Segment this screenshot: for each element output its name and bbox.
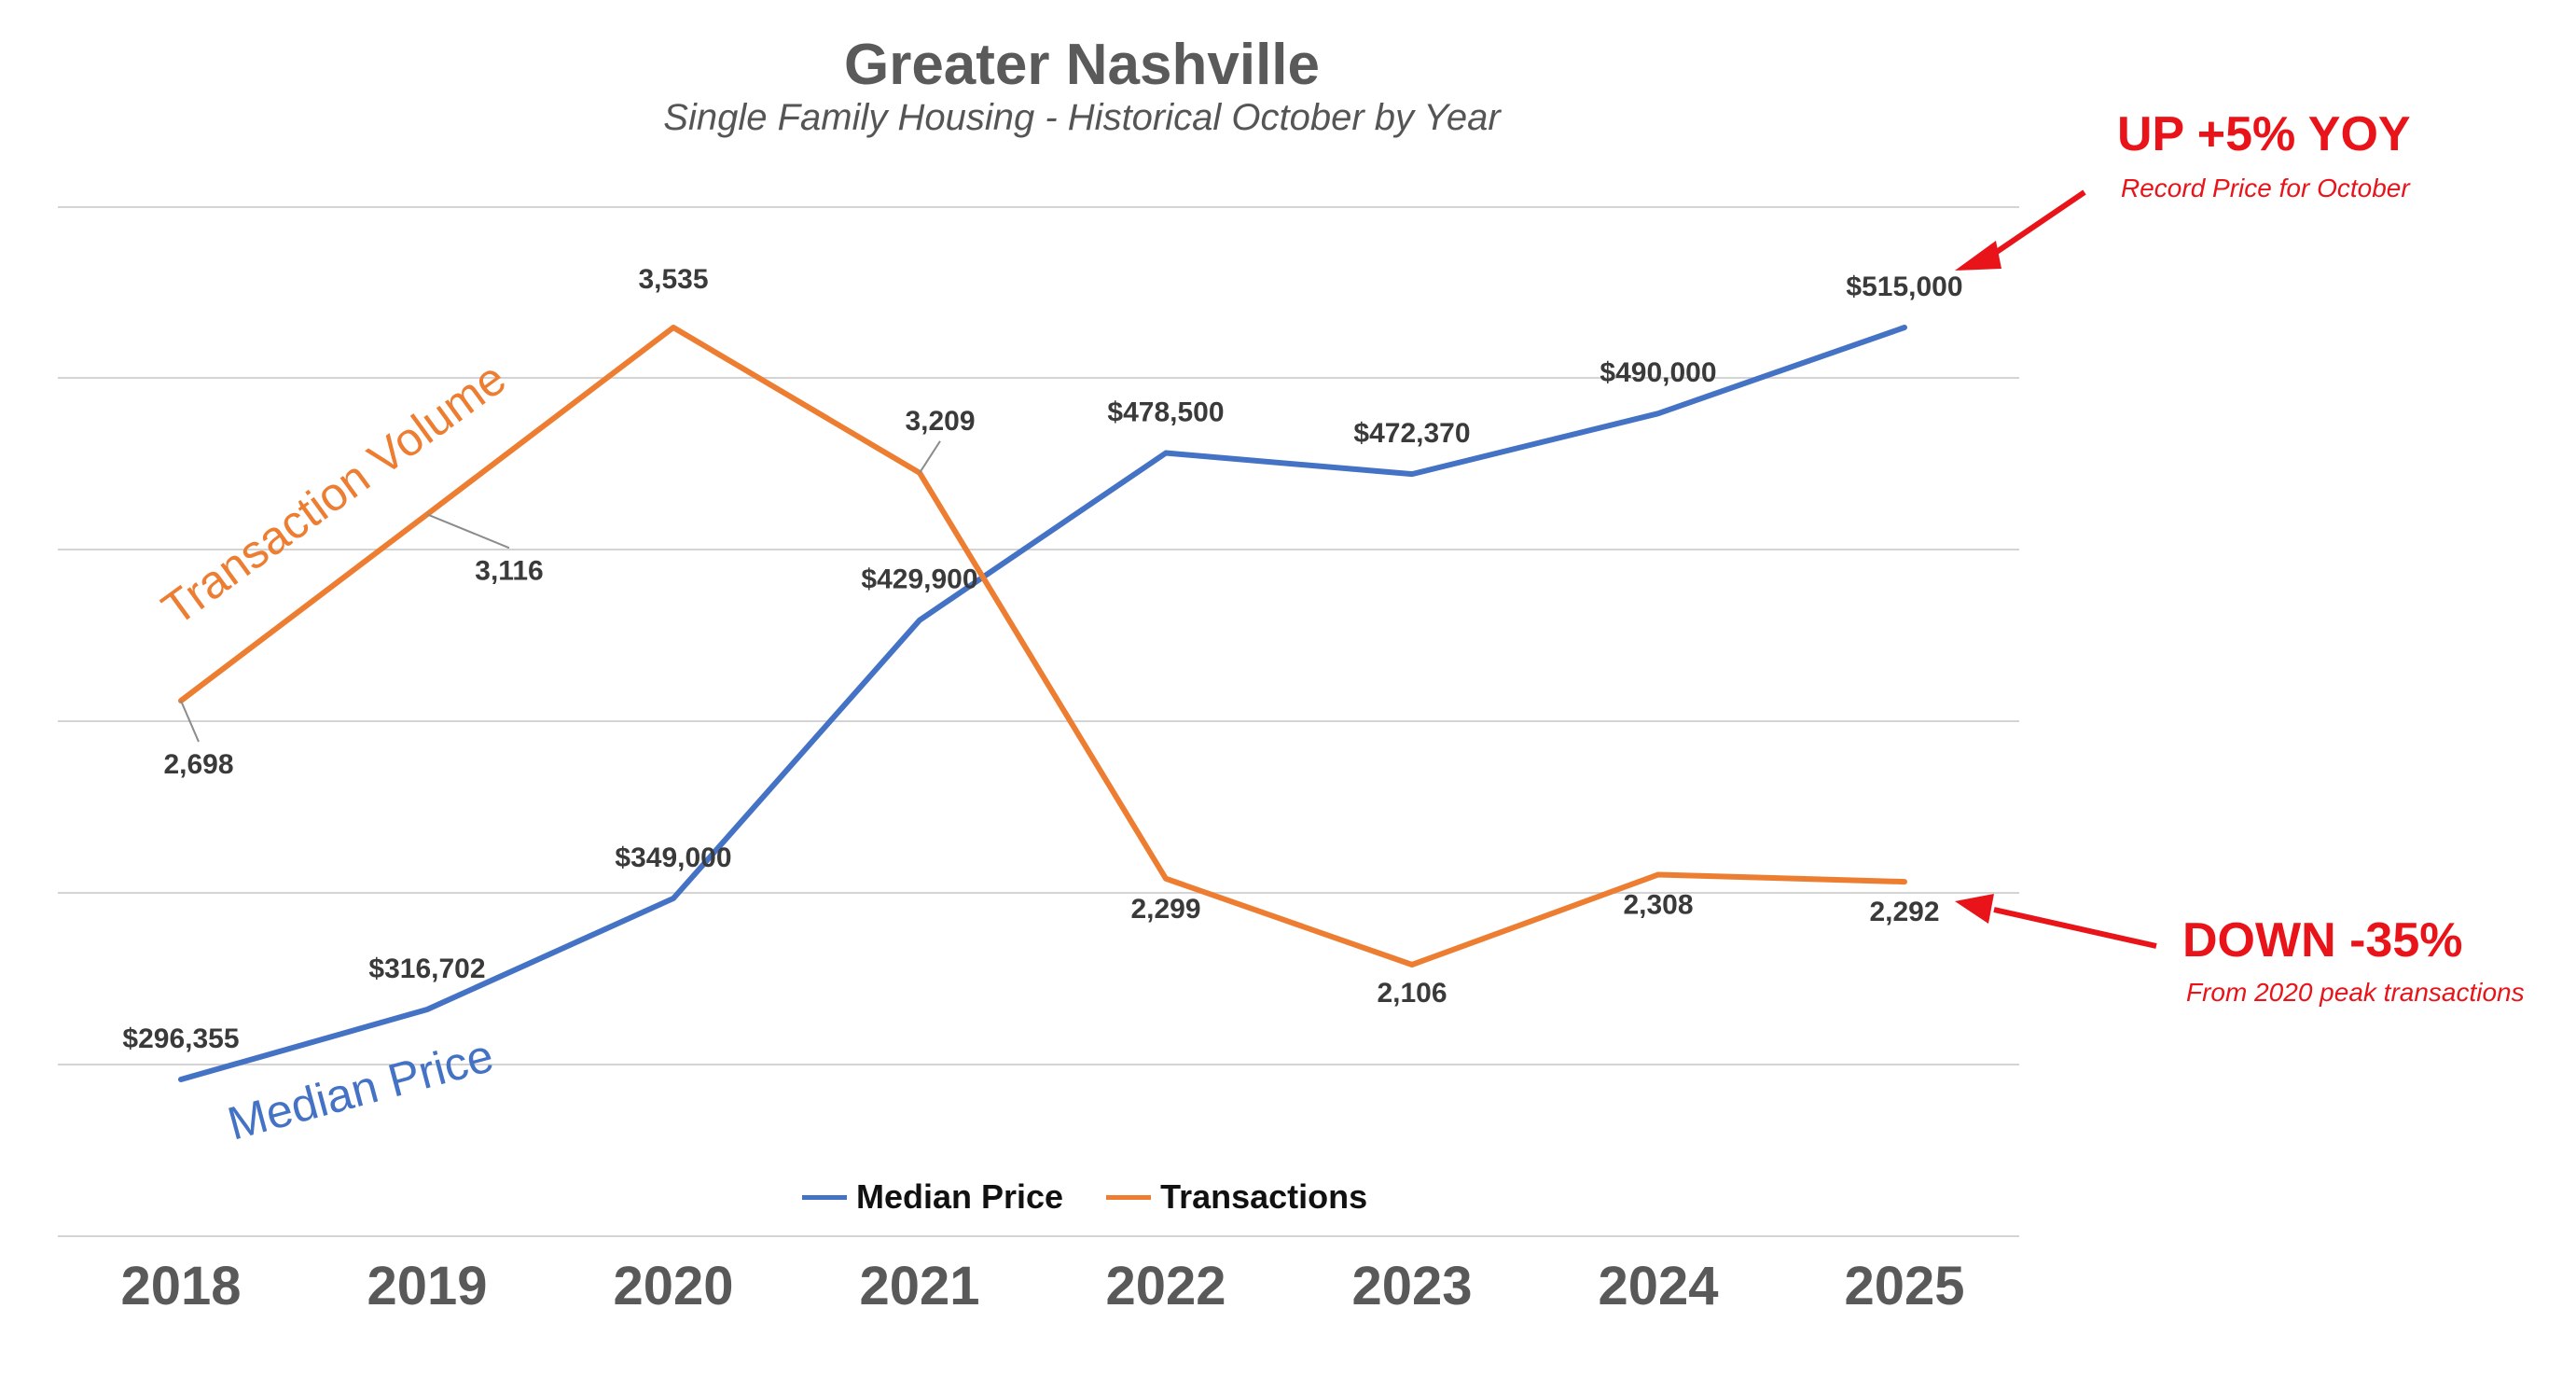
series-line-median-price — [178, 325, 1907, 1082]
series-layer — [178, 325, 1907, 1082]
legend-swatch-transactions — [1106, 1194, 1152, 1200]
chart-subtitle: Single Family Housing - Historical Octob… — [663, 97, 1501, 138]
data-label-median-price-2021: $429,900 — [861, 564, 977, 595]
legend-swatch-median-price — [802, 1194, 847, 1200]
x-tick-label-2018: 2018 — [120, 1256, 241, 1316]
gridlines — [58, 206, 2019, 1237]
x-tick-label-2020: 2020 — [613, 1256, 733, 1316]
x-axis: 2018 2019 2020 2021 2022 2023 2024 2025 — [120, 1256, 1964, 1316]
data-label-median-price-2025: $515,000 — [1846, 271, 1962, 302]
price-callout-arrow-shaft — [1987, 189, 2086, 260]
x-tick-label-2024: 2024 — [1598, 1256, 1718, 1316]
data-label-median-price-2022: $478,500 — [1107, 397, 1224, 428]
volume-callout-arrow-shaft — [1993, 907, 2157, 949]
data-label-transactions-2022: 2,299 — [1130, 894, 1200, 925]
callout-arrows — [1955, 189, 2157, 949]
x-tick-label-2023: 2023 — [1351, 1256, 1472, 1316]
x-tick-label-2019: 2019 — [367, 1256, 487, 1316]
volume-callout-headline: DOWN -35% — [2182, 913, 2463, 967]
inline-label-median-price: Median Price — [222, 1029, 498, 1150]
data-label-median-price-2019: $316,702 — [368, 954, 485, 984]
volume-callout-arrow-head — [1955, 894, 1994, 924]
data-label-transactions-2021: 3,209 — [905, 406, 975, 437]
leader-line-transactions-2019 — [426, 513, 510, 550]
data-label-median-price-2018: $296,355 — [122, 1023, 239, 1054]
x-tick-label-2022: 2022 — [1105, 1256, 1226, 1316]
inline-label-transaction-volume: Transaction Volume — [153, 352, 516, 635]
data-label-median-price-2023: $472,370 — [1353, 418, 1470, 449]
price-callout-arrow-head — [1955, 241, 2001, 271]
data-label-transactions-2019: 3,116 — [475, 555, 543, 586]
price-callout-headline: UP +5% YOY — [2117, 107, 2411, 161]
chart-legend: Median Price Transactions — [802, 1177, 1367, 1217]
data-label-transactions-2018: 2,698 — [163, 749, 233, 780]
x-tick-label-2025: 2025 — [1844, 1256, 1964, 1316]
data-label-transactions-2024: 2,308 — [1623, 889, 1693, 920]
legend-item-transactions: Transactions — [1106, 1177, 1367, 1217]
leader-line-transactions-2021 — [919, 440, 941, 474]
data-label-transactions-2023: 2,106 — [1377, 978, 1447, 1009]
data-label-transactions-2025: 2,292 — [1869, 897, 1939, 927]
series-line-transactions — [178, 325, 1907, 967]
data-label-transactions-2020: 3,535 — [638, 264, 708, 295]
legend-item-median-price: Median Price — [802, 1177, 1063, 1217]
chart-title: Greater Nashville — [843, 33, 1321, 97]
price-callout-detail: Record Price for October — [2121, 174, 2410, 202]
x-tick-label-2021: 2021 — [859, 1256, 979, 1316]
leader-line-transactions-2018 — [180, 700, 200, 743]
volume-callout-detail: From 2020 peak transactions — [2186, 978, 2525, 1007]
legend-label-median-price: Median Price — [856, 1177, 1064, 1216]
data-label-median-price-2024: $490,000 — [1600, 357, 1716, 388]
data-label-median-price-2020: $349,000 — [615, 842, 731, 873]
legend-label-transactions: Transactions — [1160, 1177, 1368, 1216]
